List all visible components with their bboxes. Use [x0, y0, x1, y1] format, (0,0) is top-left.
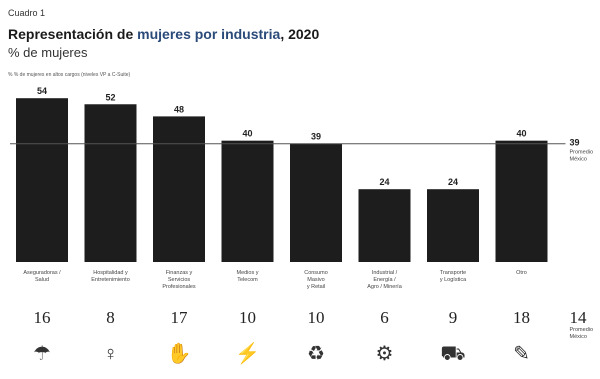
category-label: y Logística [440, 277, 467, 283]
senior-value: 9 [449, 308, 458, 327]
document-icon: ✎ [513, 343, 530, 365]
category-label: Finanzas y [166, 270, 193, 276]
bar [290, 143, 342, 262]
data-label: 54 [37, 86, 47, 96]
category-label: y Retail [307, 284, 325, 290]
hand-coin-icon: ✋ [166, 343, 192, 365]
senior-value: 18 [513, 308, 530, 327]
category-label: Entretenimiento [91, 277, 130, 283]
senior-value: 10 [308, 308, 325, 327]
category-label: Transporte [440, 270, 466, 276]
bar [495, 140, 548, 262]
average-label: México [570, 157, 587, 163]
category-label: Masivo [307, 277, 324, 283]
senior-value: 6 [380, 308, 389, 327]
bar [153, 116, 205, 263]
antenna-icon: ⚡ [235, 343, 260, 365]
category-label: Industrial / [372, 270, 398, 276]
senior-value: 10 [239, 308, 256, 327]
person-arms-up-icon: ♀ [103, 343, 118, 365]
data-label: 40 [242, 129, 252, 139]
data-label: 24 [448, 177, 458, 187]
average-label: Promedio [570, 150, 594, 156]
bar [221, 140, 274, 262]
category-label: Profesionales [162, 284, 196, 290]
senior-value: 16 [34, 308, 51, 327]
category-label: Aseguradoras / [23, 270, 61, 276]
senior-average-label: México [570, 334, 587, 340]
average-value: 39 [570, 138, 580, 148]
chart-subtitle: % de mujeres [8, 45, 88, 60]
senior-value: 8 [106, 308, 115, 327]
senior-average-value: 14 [570, 308, 588, 327]
chart-title: Representación de mujeres por industria,… [8, 26, 320, 42]
category-label: Hospitalidad y [93, 270, 128, 276]
basket-icon: ♻ [307, 343, 325, 365]
data-label: 24 [379, 177, 389, 187]
category-label: Salud [35, 277, 49, 283]
senior-average-label: Promedio [570, 327, 594, 333]
category-label: Telecom [237, 277, 258, 283]
data-label: 40 [516, 129, 526, 139]
category-label: Servicios [168, 277, 191, 283]
data-label: 48 [174, 104, 184, 114]
truck-icon: ⛟ [440, 343, 466, 365]
figure-number: Cuadro 1 [8, 8, 46, 18]
senior-value: 17 [171, 308, 189, 327]
category-label: Energía / [373, 277, 396, 283]
bar [427, 189, 479, 262]
data-label: 39 [311, 132, 321, 142]
bar [358, 189, 411, 262]
category-label: Otro [516, 270, 527, 276]
category-label: Medios y [236, 270, 258, 276]
chart-note: % % de mujeres en altos cargos (niveles … [8, 72, 131, 78]
bar [84, 104, 137, 263]
bar [16, 98, 68, 262]
gear-icon: ⚙ [375, 343, 394, 365]
data-label: 52 [105, 92, 115, 102]
umbrella-icon: ☂ [33, 343, 51, 365]
category-label: Agro / Minería [367, 284, 402, 290]
category-label: Consumo [304, 270, 328, 276]
